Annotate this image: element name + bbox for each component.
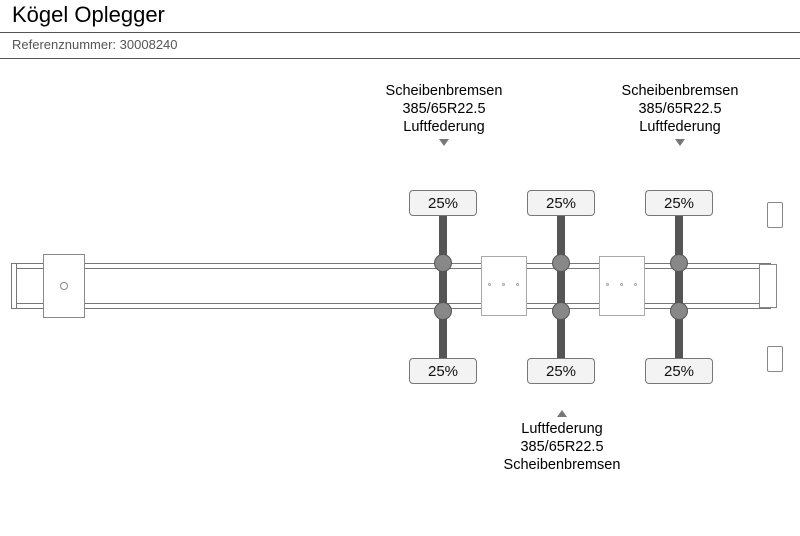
kingpin-icon: [60, 282, 68, 290]
tire-wear-box: 25%: [409, 190, 477, 216]
axle-hub-icon: [552, 254, 570, 272]
callout-line: 385/65R22.5: [587, 100, 773, 118]
crossmember: [599, 256, 645, 316]
tire-wear-box: 25%: [645, 358, 713, 384]
tire-wear-box: 25%: [527, 190, 595, 216]
callout-line: Luftfederung: [351, 118, 537, 136]
axle-hub-icon: [670, 302, 688, 320]
reference-value: 30008240: [120, 37, 178, 52]
reference-label: Referenznummer:: [12, 37, 116, 52]
tire-wear-box: 25%: [527, 358, 595, 384]
chassis-rail-top: [11, 263, 771, 269]
callout-line: Scheibenbremsen: [587, 82, 773, 100]
axle-shaft: [557, 216, 565, 358]
arrow-down-icon: [439, 139, 449, 146]
callout-axle-3: Scheibenbremsen 385/65R22.5 Luftfederung: [587, 82, 773, 146]
arrow-up-icon: [557, 410, 567, 417]
callout-line: Scheibenbremsen: [469, 456, 655, 474]
rear-bumper: [759, 264, 777, 308]
callout-axle-1: Scheibenbremsen 385/65R22.5 Luftfederung: [351, 82, 537, 146]
callout-line: 385/65R22.5: [351, 100, 537, 118]
rear-light-top: [767, 202, 783, 228]
tire-wear-box: 25%: [409, 358, 477, 384]
callout-line: 385/65R22.5: [469, 438, 655, 456]
callout-line: Scheibenbremsen: [351, 82, 537, 100]
page-title: Kögel Oplegger: [0, 0, 800, 32]
axle-shaft: [675, 216, 683, 358]
axle-shaft: [439, 216, 447, 358]
trailer-diagram: Scheibenbremsen 385/65R22.5 Luftfederung…: [11, 58, 789, 478]
rear-light-bot: [767, 346, 783, 372]
callout-line: Luftfederung: [469, 420, 655, 438]
reference-line: Referenznummer: 30008240: [0, 33, 800, 58]
axle-hub-icon: [434, 302, 452, 320]
chassis-rail-bot: [11, 303, 771, 309]
axle-hub-icon: [670, 254, 688, 272]
chassis-endcap-left: [11, 263, 17, 309]
callout-axle-2: Luftfederung 385/65R22.5 Scheibenbremsen: [469, 410, 655, 474]
tire-wear-box: 25%: [645, 190, 713, 216]
arrow-down-icon: [675, 139, 685, 146]
crossmember: [481, 256, 527, 316]
callout-line: Luftfederung: [587, 118, 773, 136]
axle-hub-icon: [552, 302, 570, 320]
axle-hub-icon: [434, 254, 452, 272]
